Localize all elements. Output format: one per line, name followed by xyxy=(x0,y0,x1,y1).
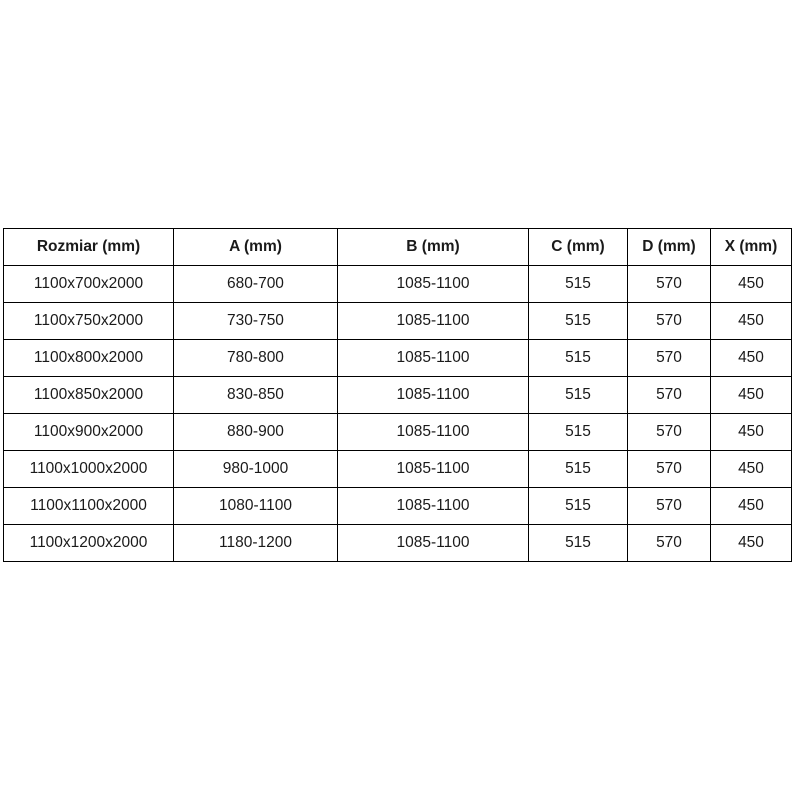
table-cell: 1085-1100 xyxy=(337,487,529,525)
table-cell: 515 xyxy=(528,265,628,303)
table-cell: 1100x900x2000 xyxy=(3,413,174,451)
column-header: D (mm) xyxy=(627,228,711,266)
table-cell: 1100x1000x2000 xyxy=(3,450,174,488)
table-cell: 570 xyxy=(627,487,711,525)
table-cell: 450 xyxy=(710,413,792,451)
table-cell: 515 xyxy=(528,450,628,488)
table-cell: 450 xyxy=(710,339,792,377)
table-cell: 515 xyxy=(528,524,628,562)
table-cell: 1085-1100 xyxy=(337,450,529,488)
table-cell: 570 xyxy=(627,376,711,414)
column-header: Rozmiar (mm) xyxy=(3,228,174,266)
table-row: 1100x700x2000 680-700 1085-1100 515 570 450 xyxy=(3,265,792,303)
table-row: 1100x900x2000 880-900 1085-1100 515 570 450 xyxy=(3,413,792,451)
table-row: 1100x800x2000 780-800 1085-1100 515 570 450 xyxy=(3,339,792,377)
table-cell: 570 xyxy=(627,265,711,303)
table-cell: 1085-1100 xyxy=(337,265,529,303)
table-cell: 1100x800x2000 xyxy=(3,339,174,377)
table-cell: 830-850 xyxy=(173,376,338,414)
table-cell: 450 xyxy=(710,450,792,488)
column-header: B (mm) xyxy=(337,228,529,266)
table-cell: 570 xyxy=(627,413,711,451)
table-cell: 980-1000 xyxy=(173,450,338,488)
table-cell: 1100x750x2000 xyxy=(3,302,174,340)
table-cell: 730-750 xyxy=(173,302,338,340)
table-cell: 780-800 xyxy=(173,339,338,377)
table-cell: 1085-1100 xyxy=(337,376,529,414)
table-cell: 515 xyxy=(528,376,628,414)
table-cell: 515 xyxy=(528,487,628,525)
table-row: 1100x750x2000 730-750 1085-1100 515 570 450 xyxy=(3,302,792,340)
column-header: X (mm) xyxy=(710,228,792,266)
table-cell: 1085-1100 xyxy=(337,413,529,451)
table-cell: 450 xyxy=(710,302,792,340)
table-cell: 515 xyxy=(528,413,628,451)
table-cell: 1100x850x2000 xyxy=(3,376,174,414)
table-cell: 450 xyxy=(710,376,792,414)
table-cell: 570 xyxy=(627,450,711,488)
table-cell: 1085-1100 xyxy=(337,339,529,377)
table-cell: 1100x700x2000 xyxy=(3,265,174,303)
table-row: 1100x1000x2000 980-1000 1085-1100 515 570 450 xyxy=(3,450,792,488)
table-cell: 570 xyxy=(627,524,711,562)
size-spec-table: Rozmiar (mm) A (mm) B (mm) C (mm) D (mm) X (m… xyxy=(3,228,792,562)
table-cell: 1080-1100 xyxy=(173,487,338,525)
table-cell: 1180-1200 xyxy=(173,524,338,562)
table-cell: 570 xyxy=(627,339,711,377)
table-cell: 1100x1100x2000 xyxy=(3,487,174,525)
table-cell: 450 xyxy=(710,524,792,562)
table-cell: 515 xyxy=(528,302,628,340)
table-row: 1100x1200x2000 1180-1200 1085-1100 515 570 45… xyxy=(3,524,792,562)
table-row: 1100x1100x2000 1080-1100 1085-1100 515 570 45… xyxy=(3,487,792,525)
table-body: 1100x700x2000 680-700 1085-1100 515 570 450 11… xyxy=(3,265,792,562)
column-header: C (mm) xyxy=(528,228,628,266)
table-cell: 450 xyxy=(710,265,792,303)
table-row: 1100x850x2000 830-850 1085-1100 515 570 450 xyxy=(3,376,792,414)
table-cell: 515 xyxy=(528,339,628,377)
table-cell: 1085-1100 xyxy=(337,524,529,562)
table-cell: 680-700 xyxy=(173,265,338,303)
table-header-row: Rozmiar (mm) A (mm) B (mm) C (mm) D (mm) X (m… xyxy=(3,228,792,266)
table-cell: 1085-1100 xyxy=(337,302,529,340)
table-cell: 880-900 xyxy=(173,413,338,451)
column-header: A (mm) xyxy=(173,228,338,266)
table-cell: 1100x1200x2000 xyxy=(3,524,174,562)
table-cell: 570 xyxy=(627,302,711,340)
table-cell: 450 xyxy=(710,487,792,525)
